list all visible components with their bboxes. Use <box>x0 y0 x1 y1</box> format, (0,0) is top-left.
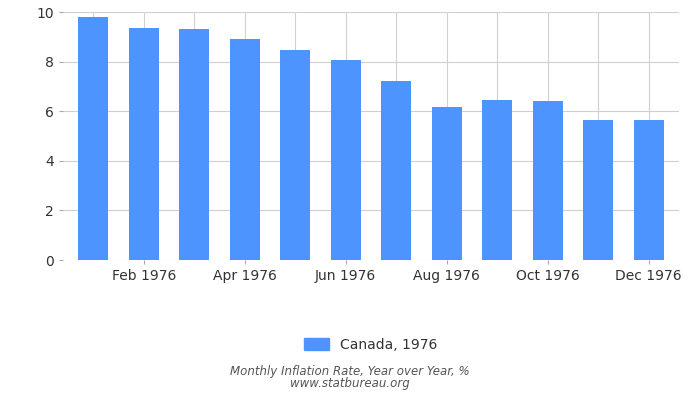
Bar <box>78 17 108 260</box>
Bar <box>129 28 159 260</box>
Bar <box>330 60 361 260</box>
Bar <box>179 29 209 260</box>
Text: www.statbureau.org: www.statbureau.org <box>290 378 410 390</box>
Bar <box>482 100 512 260</box>
Bar <box>280 50 310 260</box>
Bar <box>634 120 664 260</box>
Bar <box>533 101 563 260</box>
Bar <box>432 108 462 260</box>
Legend: Canada, 1976: Canada, 1976 <box>299 332 443 357</box>
Bar <box>583 120 613 260</box>
Bar <box>230 39 260 260</box>
Bar <box>381 82 412 260</box>
Text: Monthly Inflation Rate, Year over Year, %: Monthly Inflation Rate, Year over Year, … <box>230 366 470 378</box>
